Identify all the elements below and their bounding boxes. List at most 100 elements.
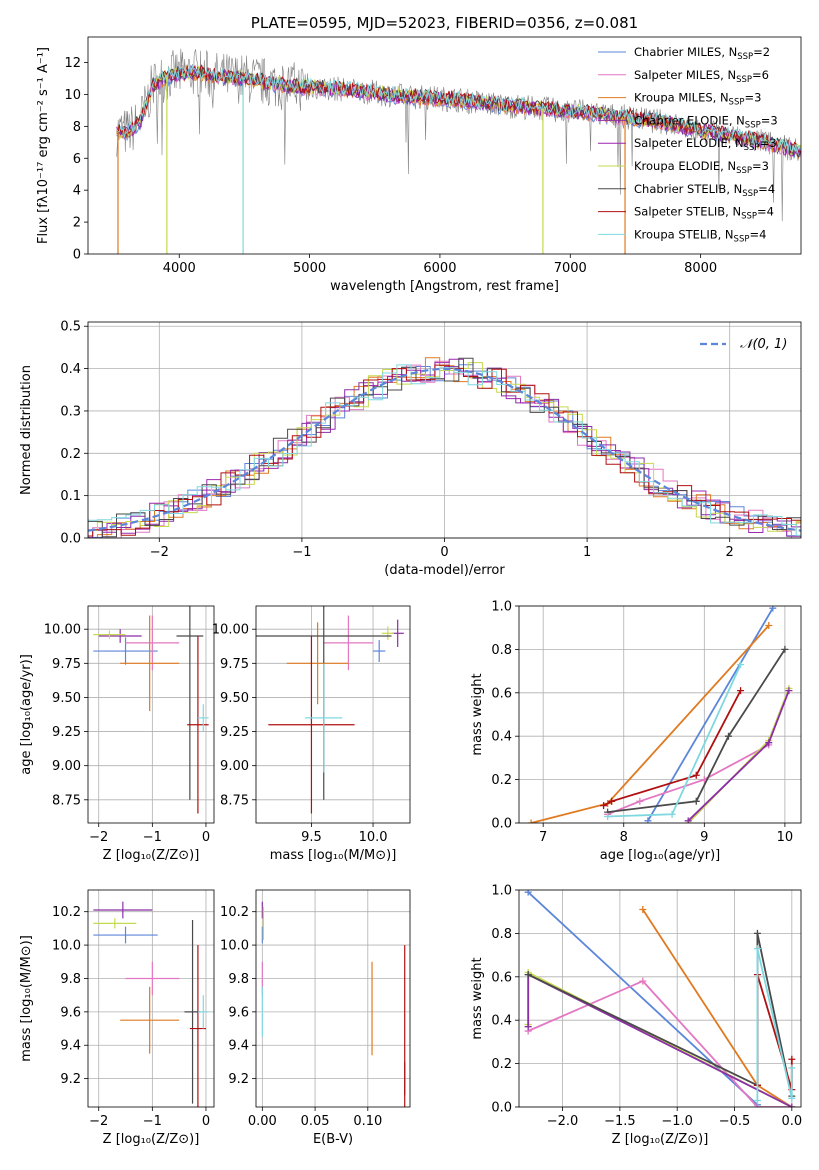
legend-entry: Salpeter MILES, NSSP=6 <box>634 68 769 85</box>
weight-marker <box>765 739 773 747</box>
x-tick-label: 6000 <box>423 261 456 276</box>
y-tick-label: 0.6 <box>491 686 512 701</box>
x-tick-label: 0 <box>440 545 448 560</box>
x-tick-label: 2 <box>726 545 734 560</box>
y-tick-label: 0 <box>73 248 81 263</box>
y-tick-label: 9.6 <box>228 1005 249 1020</box>
histogram-kroupa-stelib <box>88 364 801 536</box>
weight-marker <box>724 732 732 740</box>
x-tick-label: 5000 <box>293 261 326 276</box>
y-tick-label: 9.25 <box>52 725 81 740</box>
x-tick-label: −2 <box>150 545 169 560</box>
weight-marker <box>639 977 647 985</box>
y-tick-label: 0.4 <box>491 730 512 745</box>
y-axis-label: Flux [fλ10⁻¹⁷ erg cm⁻² s⁻¹ A⁻¹] <box>36 47 51 244</box>
y-tick-label: 9.8 <box>60 972 81 987</box>
x-axis-label: E(B-V) <box>313 1132 353 1147</box>
weight-marker <box>600 802 608 810</box>
plot-area <box>93 606 209 814</box>
y-tick-label: 9.75 <box>220 657 249 672</box>
x-tick-label: 0.0 <box>781 1114 802 1129</box>
weight-line-kroupa-miles <box>530 624 770 823</box>
axes-frame <box>87 605 215 824</box>
weight-line-chabrier-miles <box>647 607 774 822</box>
x-tick-label: 10.0 <box>359 830 388 845</box>
weight-marker <box>636 797 644 805</box>
axes-frame <box>255 889 411 1108</box>
y-tick-label: 0.1 <box>60 489 81 504</box>
weight-line-salpeter-miles <box>527 980 792 1107</box>
weight-line-salpeter-stelib <box>603 690 742 807</box>
weight-line-chabrier-stelib <box>607 648 786 813</box>
x-tick-label: 0.00 <box>248 1114 277 1129</box>
axes-frame <box>87 889 215 1108</box>
y-tick-label: 0.3 <box>60 404 81 419</box>
axes-frame <box>87 36 802 255</box>
legend-entry: Chabrier MILES, NSSP=2 <box>634 45 770 62</box>
y-tick-label: 9.75 <box>52 657 81 672</box>
weight-line-salpeter-miles <box>607 744 770 816</box>
weight-marker <box>692 771 700 779</box>
y-tick-label: 1.0 <box>491 884 512 899</box>
y-axis-label: mass weight <box>470 957 485 1039</box>
plot-area <box>261 901 406 1107</box>
weight-marker <box>753 929 761 937</box>
mass-vs-ebv-panel: 0.00 0.05 0.10 9.2 9.4 9.6 9.8 10.0 10.2 E(B-V) <box>220 889 411 1147</box>
y-tick-label: 10.2 <box>52 905 81 920</box>
legend-entry-label: Salpeter ELODIE, N <box>634 136 744 150</box>
weight-marker <box>753 945 761 953</box>
y-axis-label: mass weight <box>470 673 485 755</box>
axes-frame <box>87 321 802 539</box>
model-spectrum-kroupa-stelib <box>116 63 801 154</box>
y-tick-label: 9.00 <box>52 759 81 774</box>
x-tick-label: −1.5 <box>604 1114 636 1129</box>
y-tick-label: 1.0 <box>491 600 512 615</box>
legend-entry-value: =3 <box>761 113 778 127</box>
legend-entry: Kroupa MILES, NSSP=3 <box>634 91 761 108</box>
age-vs-metallicity-panel: −2 −1 0 8.75 9.00 9.25 9.50 9.75 10.00 Z [log₁₀(Z… <box>19 605 215 863</box>
weight-line-kroupa-stelib <box>607 664 742 818</box>
y-tick-label: 10.00 <box>44 623 81 638</box>
legend-entry-value: =4 <box>758 182 775 196</box>
weight-marker <box>737 661 745 669</box>
x-axis-label: Z [log₁₀(Z/Z⊙)] <box>103 848 200 863</box>
legend-entry-subscript: SSP <box>737 52 753 62</box>
y-tick-label: 0.6 <box>491 970 512 985</box>
y-tick-label: 0.5 <box>60 320 81 335</box>
y-axis-label: Normed distribution <box>19 365 34 495</box>
y-tick-label: 6 <box>73 152 81 167</box>
legend-entry-value: =3 <box>752 159 769 173</box>
normal-curve <box>88 367 801 532</box>
legend-entry-label: Kroupa STELIB, N <box>634 227 734 241</box>
x-tick-label: −1 <box>143 1114 162 1129</box>
y-tick-label: 8.75 <box>220 793 249 808</box>
legend-entry: Kroupa STELIB, NSSP=4 <box>634 227 766 244</box>
plot-area <box>93 901 209 1107</box>
weight-line-kroupa-miles <box>642 909 793 1107</box>
legend-entry-value: =2 <box>753 45 770 59</box>
y-tick-label: 10.0 <box>220 939 249 954</box>
y-tick-label: 10 <box>64 88 81 103</box>
histogram-kroupa-miles <box>88 357 801 538</box>
y-tick-label: 0.0 <box>491 817 512 832</box>
x-tick-label: 9.5 <box>301 830 322 845</box>
y-tick-label: 0.2 <box>491 773 512 788</box>
y-tick-label: 9.2 <box>228 1072 249 1087</box>
legend-entry: 𝒩(0, 1) <box>740 337 787 352</box>
y-tick-label: 9.00 <box>220 759 249 774</box>
x-tick-label: 8 <box>620 830 628 845</box>
weight-marker <box>644 817 652 823</box>
x-tick-label: −1.0 <box>661 1114 693 1129</box>
weight-marker <box>753 1103 761 1107</box>
weight-marker <box>524 1023 532 1031</box>
x-axis-label: (data-model)/error <box>384 563 505 578</box>
legend-entry-value: =3 <box>760 136 777 150</box>
y-axis-label: mass [log₁₀(M/M⊙)] <box>19 935 34 1062</box>
weight-marker <box>788 1064 796 1072</box>
x-tick-label: 0 <box>202 830 210 845</box>
x-tick-label: 8000 <box>684 261 717 276</box>
x-tick-label: 4000 <box>163 261 196 276</box>
legend-entry-subscript: SSP <box>744 143 760 153</box>
legend-entry-label: Chabrier STELIB, N <box>634 182 742 196</box>
